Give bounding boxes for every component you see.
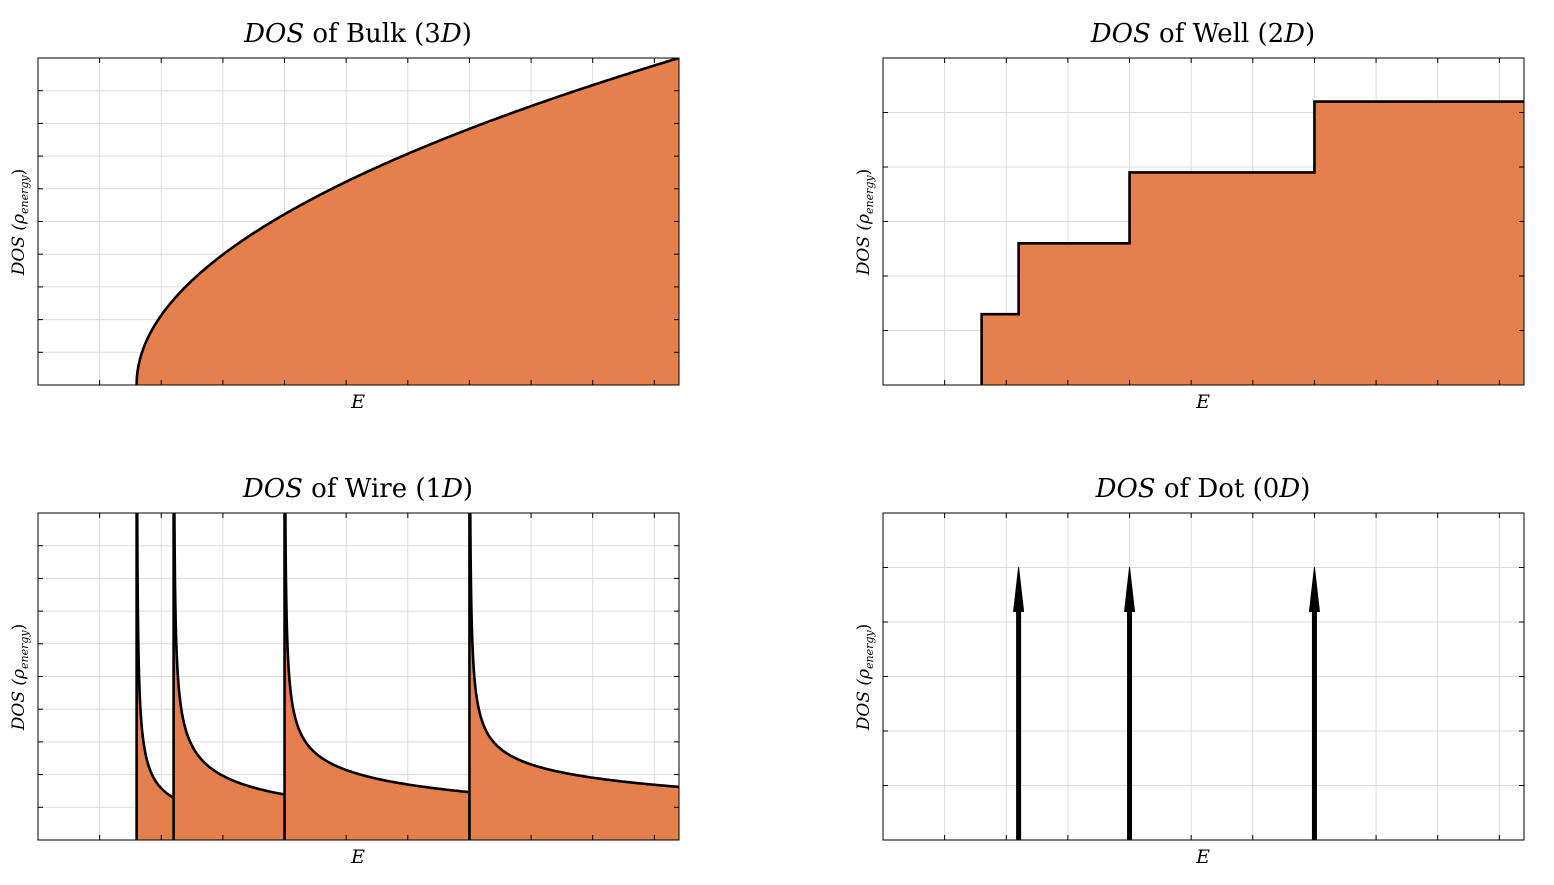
dos-fill-area [136,58,679,385]
y-axis-label-wire: DOS (ρenergy) [9,624,31,732]
plot-area-well [882,57,1525,386]
dos-fill-area [981,101,1524,385]
plot-area-dot [882,512,1525,841]
chart-title-wire: DOS of Wire (1D) [242,474,473,504]
delta-arrow-head [1124,567,1136,612]
y-axis-label-well: DOS (ρenergy) [854,169,876,277]
plot-content [135,513,679,840]
panel-well-2d: DOS of Well (2D) E DOS (ρenergy) [854,19,1525,413]
x-axis-label-well: E [1195,391,1210,413]
y-axis-label-bulk: DOS (ρenergy) [9,169,31,277]
plot-area-bulk [37,57,680,386]
chart-title-bulk: DOS of Bulk (3D) [243,19,472,49]
dos-staircase [980,100,1524,385]
dos-curve [135,513,679,840]
x-axis-label-bulk: E [350,391,365,413]
delta-arrow-head [1013,567,1025,612]
plot-frame [882,57,1525,386]
plot-content [980,100,1524,385]
plot-content [135,58,679,385]
x-axis-label-wire: E [350,846,365,868]
plot-frame [37,57,680,386]
chart-title-well: DOS of Well (2D) [1090,19,1315,49]
dos-curve [135,58,679,385]
panel-bulk-3d: DOS of Bulk (3D) E DOS (ρenergy) [9,19,680,413]
plot-content [1013,567,1320,840]
plot-frame [37,512,680,841]
plot-area-wire [37,512,680,841]
chart-title-dot: DOS of Dot (0D) [1095,474,1311,504]
dos-fill-area [136,513,679,840]
panel-dot-0d: DOS of Dot (0D) E DOS (ρenergy) [854,474,1525,868]
plot-frame [882,512,1525,841]
x-axis-label-dot: E [1195,846,1210,868]
y-axis-label-dot: DOS (ρenergy) [854,624,876,732]
delta-arrow-head [1308,567,1320,612]
panel-wire-1d: DOS of Wire (1D) E DOS (ρenergy) [9,474,680,868]
